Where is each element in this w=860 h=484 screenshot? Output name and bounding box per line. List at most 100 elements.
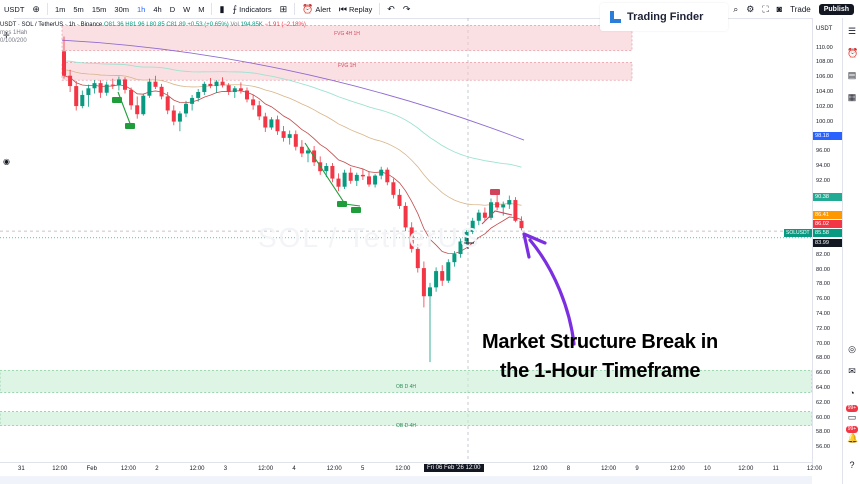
- fvg-zone-1h: FVG 1H: [62, 58, 632, 74]
- time-tick: 2: [155, 466, 159, 472]
- price-tick: 108.00: [816, 59, 834, 66]
- time-tick: 12:00: [326, 466, 342, 472]
- crosshair-icon[interactable]: ✛: [3, 31, 10, 40]
- indicators-button[interactable]: ⨍ Indicators: [228, 4, 275, 14]
- candle-body: [519, 220, 524, 229]
- price-tick: 56.00: [816, 444, 830, 451]
- legend-close: C81.89: [166, 22, 186, 28]
- interval-W[interactable]: W: [183, 4, 191, 14]
- candle-body: [98, 83, 103, 93]
- time-tick: 12:00: [52, 466, 68, 472]
- alerts-icon[interactable]: ⏰: [847, 48, 859, 58]
- legend-indicator-1[interactable]: mes 1Hah: [0, 30, 28, 36]
- price-chart[interactable]: [0, 18, 812, 462]
- time-tick: 8: [566, 466, 571, 472]
- candle-body: [306, 150, 310, 154]
- interval-5m[interactable]: 5m: [73, 4, 84, 14]
- time-tick: 12:00: [738, 466, 754, 472]
- help-icon[interactable]: ?: [849, 460, 855, 470]
- interval-15m[interactable]: 15m: [91, 4, 107, 14]
- trade-button[interactable]: Trade: [790, 4, 811, 14]
- data-window-icon[interactable]: ▤: [847, 70, 857, 80]
- camera-icon[interactable]: ◙: [776, 3, 783, 14]
- candle-body: [391, 182, 396, 195]
- candle-body: [440, 271, 445, 281]
- candle-body: [184, 103, 188, 114]
- replay-button[interactable]: ⏮ Replay: [335, 4, 376, 14]
- candle-body: [116, 79, 121, 86]
- search-icon[interactable]: ⌕: [733, 3, 739, 14]
- ob-zone-lower: OB D 4H: [0, 419, 812, 433]
- divider: [294, 3, 296, 15]
- candle-body: [110, 84, 115, 86]
- legend-high: H81.96: [125, 22, 145, 28]
- interval-1m[interactable]: 1m: [54, 4, 66, 14]
- ema-slow: [63, 60, 522, 168]
- legend-indicator-2[interactable]: 0/100/200: [0, 38, 27, 44]
- legend-low: L80.85: [146, 22, 165, 28]
- fullscreen-icon[interactable]: ⛶: [762, 3, 769, 14]
- cursor-crosshair: [462, 237, 474, 249]
- time-tick: 12:00: [258, 466, 274, 472]
- price-tick: 60.00: [816, 414, 830, 421]
- legend-volume-change: −1.91 (−2.18%): [264, 22, 306, 28]
- candle-body: [428, 287, 432, 297]
- price-tick: 92.00: [816, 177, 830, 184]
- symbol-search[interactable]: USDT: [0, 5, 28, 14]
- candle-body: [513, 200, 518, 221]
- candle-body: [403, 205, 408, 228]
- price-axis[interactable]: USDT 110.00 108.00 106.00 104.00 102.00 100.0…: [812, 18, 843, 466]
- alert-button[interactable]: ⏰ Alert: [298, 4, 335, 14]
- marker-label: [490, 189, 500, 195]
- undo-button[interactable]: ↶: [383, 4, 399, 14]
- candle-body: [348, 172, 353, 181]
- price-badge-red: 86.02: [813, 220, 843, 228]
- chat-icon[interactable]: ✉: [848, 366, 856, 376]
- target-icon[interactable]: ◎: [848, 344, 856, 354]
- candle-body: [458, 241, 463, 255]
- brand-name: Trading Finder: [627, 11, 704, 23]
- price-tick: 96.00: [816, 148, 830, 155]
- brand-logo: Trading Finder: [600, 3, 728, 31]
- interval-1h[interactable]: 1h: [137, 4, 146, 14]
- chart-type-button[interactable]: ▮: [215, 4, 228, 14]
- replay-label: Replay: [348, 4, 373, 14]
- annotation-arrow: [528, 238, 576, 346]
- time-tick: 9: [635, 466, 639, 472]
- candle-body: [293, 134, 298, 147]
- candle-body: [489, 202, 493, 218]
- candle-body: [86, 88, 91, 95]
- eye-icon[interactable]: ◉: [3, 157, 10, 166]
- legend-symbol[interactable]: USDT · SOL / TetherUS · 1h · Binance: [0, 22, 103, 28]
- layouts-button[interactable]: ⊞: [276, 4, 292, 14]
- candle-body: [470, 220, 475, 232]
- interval-D[interactable]: D: [169, 4, 176, 14]
- right-sidebar: ☰ ⏰ ▤ ▦ ◎ ✉ ◔ 99+ ▭ 99+ 🔔 ?: [842, 18, 860, 484]
- candle-body: [257, 105, 262, 117]
- interval-M[interactable]: M: [198, 4, 205, 14]
- calendar-icon[interactable]: ▦: [847, 92, 857, 102]
- time-tick: 12:00: [806, 466, 822, 472]
- candle-body: [360, 174, 365, 177]
- time-axis[interactable]: 31 12:00 Feb 12:00 2 12:00 3 12:00 4 12:00 5 12:00 1…: [0, 462, 822, 477]
- candle-body: [190, 97, 195, 104]
- ema-200: [61, 39, 525, 141]
- price-badge-green-top: 90.38: [813, 193, 843, 201]
- time-tick: 3: [223, 466, 228, 472]
- interval-30m[interactable]: 30m: [114, 4, 129, 14]
- redo-button[interactable]: ↷: [399, 4, 415, 14]
- streams-icon[interactable]: ▭: [847, 412, 857, 422]
- interval-selector: 1m 5m 15m 30m 1h 4h D W M: [51, 5, 208, 14]
- time-tick: 31: [18, 466, 25, 472]
- add-symbol-button[interactable]: ⊕: [28, 4, 44, 14]
- watchlist-icon[interactable]: ☰: [847, 26, 857, 36]
- interval-4h[interactable]: 4h: [153, 4, 162, 14]
- candle-body: [379, 169, 384, 176]
- notifications-icon[interactable]: 🔔: [847, 433, 859, 443]
- publish-button[interactable]: Publish: [818, 3, 854, 15]
- price-tick: 110.00: [816, 44, 833, 51]
- ob-rect-lower: [0, 411, 812, 427]
- zone-label: FVG 1H: [337, 63, 357, 69]
- ideas-icon[interactable]: ◔: [849, 388, 855, 398]
- settings-icon[interactable]: ⚙: [746, 3, 755, 14]
